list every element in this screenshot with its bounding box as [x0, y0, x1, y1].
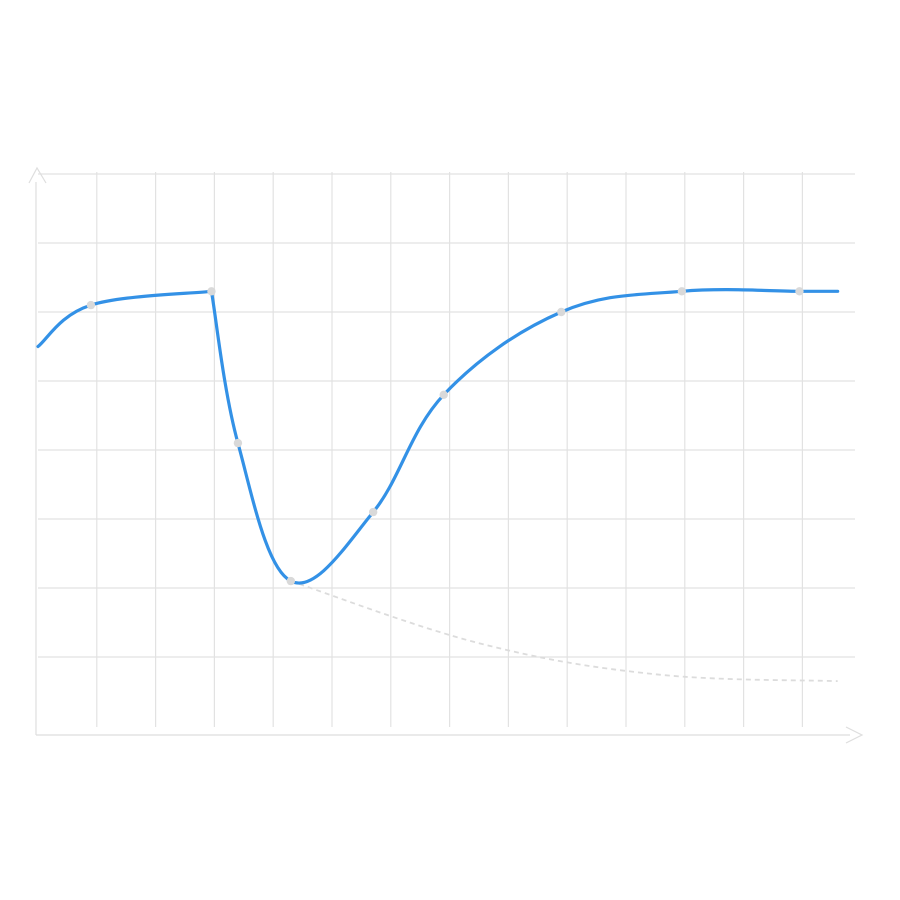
data-point [233, 438, 243, 448]
x-axis-arrow [845, 726, 864, 744]
series-line [36, 288, 840, 585]
data-point [86, 300, 96, 310]
data-point [795, 287, 804, 296]
projection [290, 580, 838, 683]
data-point [286, 576, 296, 586]
markers [86, 287, 804, 586]
data-point [439, 390, 448, 399]
data-point [368, 507, 378, 517]
axes [28, 166, 864, 744]
grid [38, 172, 855, 727]
series [36, 288, 840, 585]
y-axis-arrow [28, 166, 47, 184]
data-point [207, 287, 216, 296]
projection-line [290, 580, 838, 683]
data-point [677, 287, 687, 296]
data-point [557, 307, 566, 317]
